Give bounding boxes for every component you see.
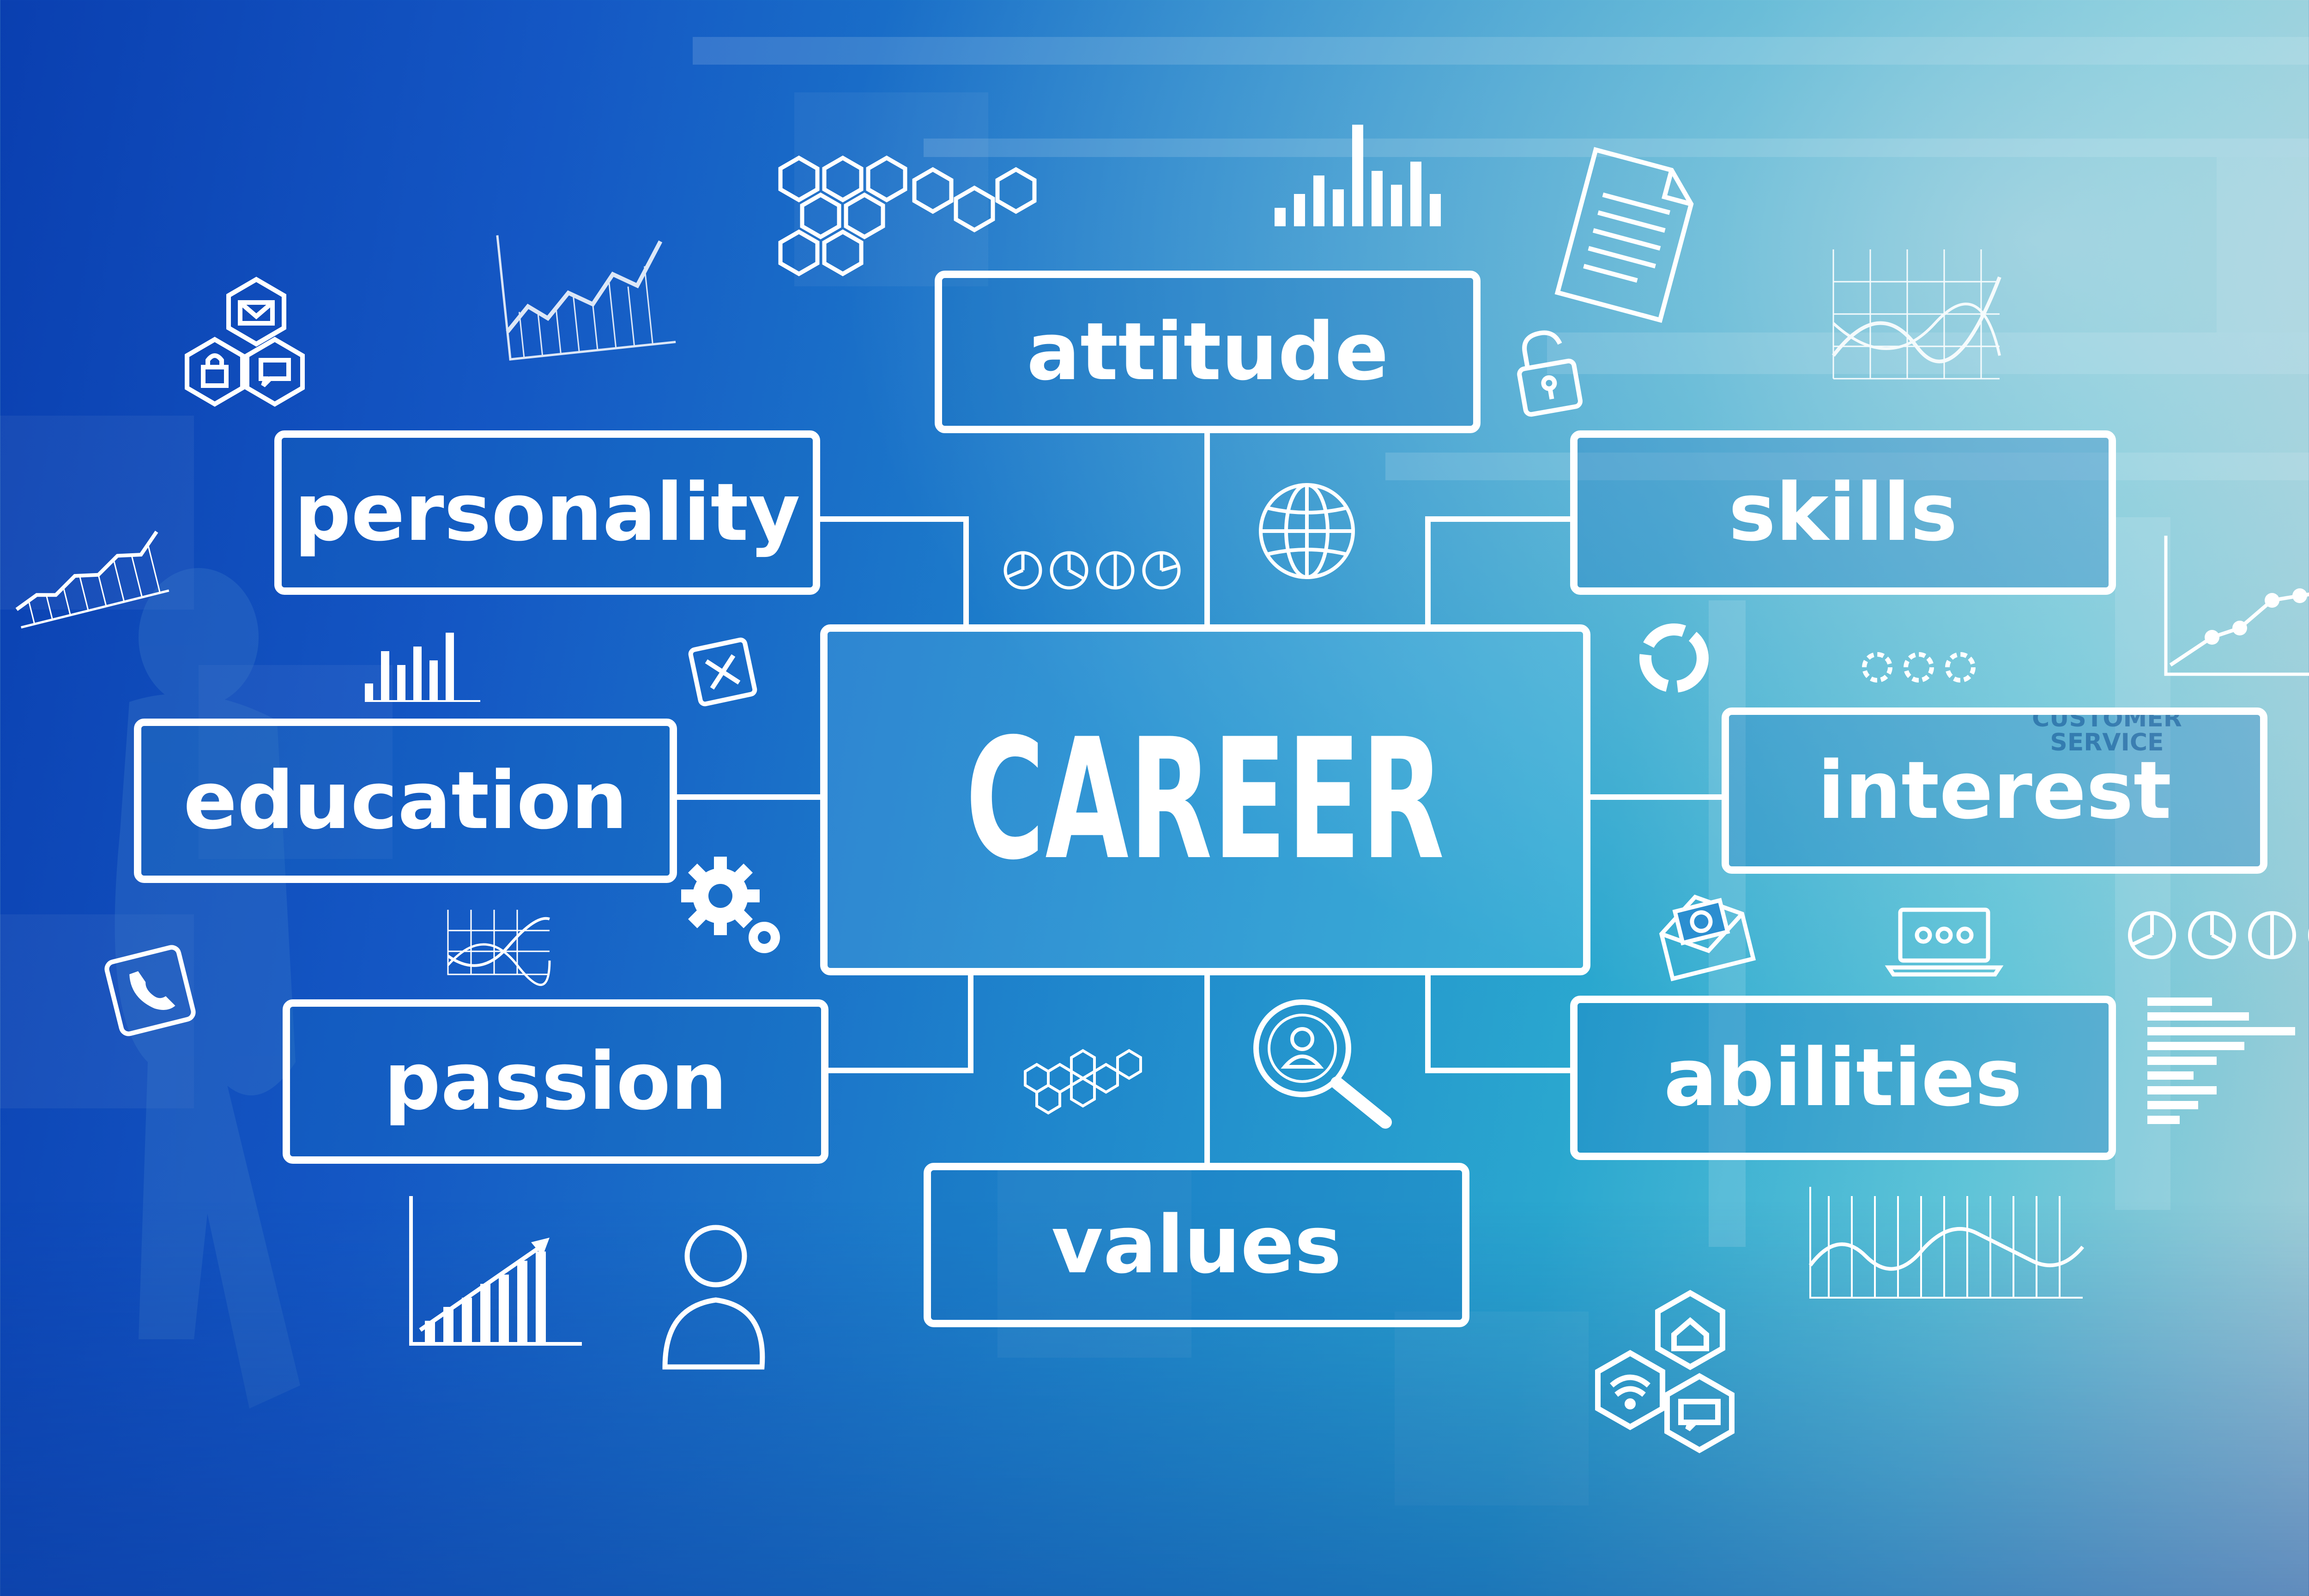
small-bar-chart-icon (365, 633, 480, 702)
pie-charts-icon (1003, 551, 1181, 590)
trend-chart-small-icon (15, 531, 169, 629)
close-icon (688, 637, 757, 707)
node-education: education (134, 719, 677, 883)
phone-icon (104, 945, 196, 1036)
globe-icon (1259, 483, 1355, 579)
horizontal-bar-chart-icon (2147, 998, 2295, 1124)
signal-chart-icon (1808, 1187, 2085, 1299)
node-career-label: CAREER (965, 703, 1445, 896)
connector-personality (820, 516, 969, 624)
node-personality: personality (274, 430, 820, 595)
node-passion: passion (283, 999, 828, 1164)
gear-row-icon (1862, 652, 1976, 683)
node-interest: interest (1722, 707, 2267, 874)
background-sign-line2: SERVICE (2050, 729, 2164, 756)
growth-chart-icon (1831, 249, 2001, 380)
node-abilities: abilities (1570, 996, 2116, 1160)
email-envelope-icon (1659, 895, 1756, 981)
node-values-label: values (1051, 1198, 1342, 1291)
wave-chart-icon (447, 910, 551, 986)
hexagon-cluster-icon (778, 155, 1037, 277)
node-skills: skills (1570, 430, 2116, 595)
bar-chart-icon (1275, 125, 1441, 226)
node-education-label: education (183, 754, 628, 847)
mail-lock-chat-hexagons-icon (185, 277, 305, 407)
line-chart-icon (496, 235, 676, 361)
node-interest-label: interest (1817, 744, 2172, 837)
growth-bars-arrow-icon (409, 1196, 582, 1346)
unlock-icon (1517, 330, 1583, 417)
node-career: CAREER (820, 624, 1590, 975)
gears-icon (681, 857, 780, 953)
scatter-growth-icon (2164, 536, 2309, 676)
node-personality-label: personality (294, 466, 800, 559)
node-values: values (924, 1163, 1469, 1327)
connector-skills (1425, 516, 1570, 624)
node-attitude-label: attitude (1027, 305, 1389, 398)
pie-charts-right-icon (2128, 911, 2309, 959)
connector-passion (828, 975, 973, 1073)
node-skills-label: skills (1728, 466, 1958, 559)
laptop-icon (1885, 907, 2004, 977)
connector-abilities (1425, 975, 1570, 1073)
ring-chart-icon (1639, 623, 1709, 693)
document-icon (1554, 147, 1694, 323)
node-attitude: attitude (935, 271, 1481, 433)
node-abilities-label: abilities (1663, 1031, 2023, 1124)
home-wifi-chat-hexagons-icon (1595, 1290, 1735, 1453)
node-passion-label: passion (384, 1035, 727, 1128)
molecule-hexagons-icon (1024, 1049, 1142, 1115)
user-search-icon (1253, 999, 1392, 1129)
user-icon (662, 1225, 765, 1370)
